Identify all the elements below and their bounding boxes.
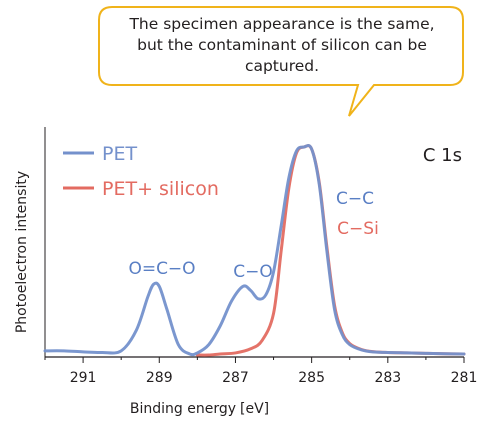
x-axis-unit: [eV] (240, 401, 269, 417)
series-line-pet-silicon (195, 144, 466, 357)
peak-label-csi: C−Si (337, 219, 379, 239)
callout-line-1: The specimen appearance is the same, (128, 15, 434, 33)
callout-bubble (98, 6, 464, 117)
legend-label-pet: PET (102, 143, 137, 165)
x-tick-label-285: 285 (298, 370, 325, 386)
x-axis-ticks: 291 289 287 285 283 281 (44, 357, 478, 386)
x-axis-label: Binding energy (130, 401, 236, 417)
x-tick-label-283: 283 (374, 370, 401, 386)
x-tick-label-289: 289 (146, 370, 173, 386)
peak-label-cc: C−C (336, 189, 374, 209)
peak-label-co: C−O (233, 262, 273, 282)
callout: The specimen appearance is the same, but… (98, 6, 464, 117)
x-tick-label-287: 287 (222, 370, 249, 386)
series-layer (43, 144, 466, 357)
callout-line-2: but the contaminant of silicon can be (137, 36, 427, 54)
x-tick-label-281: 281 (451, 370, 478, 386)
callout-line-3: captured. (245, 57, 319, 75)
y-axis-label: Photoelectron intensity (14, 171, 30, 333)
axes: 291 289 287 285 283 281 (44, 127, 478, 386)
peak-label-ocoo: O=C−O (128, 259, 195, 279)
series-line-pet (43, 144, 466, 357)
legend-label-pet-silicon: PET+ silicon (102, 178, 219, 200)
chart-title: C 1s (423, 145, 462, 166)
x-tick-label-291: 291 (70, 370, 97, 386)
legend: PET PET+ silicon (63, 143, 219, 200)
